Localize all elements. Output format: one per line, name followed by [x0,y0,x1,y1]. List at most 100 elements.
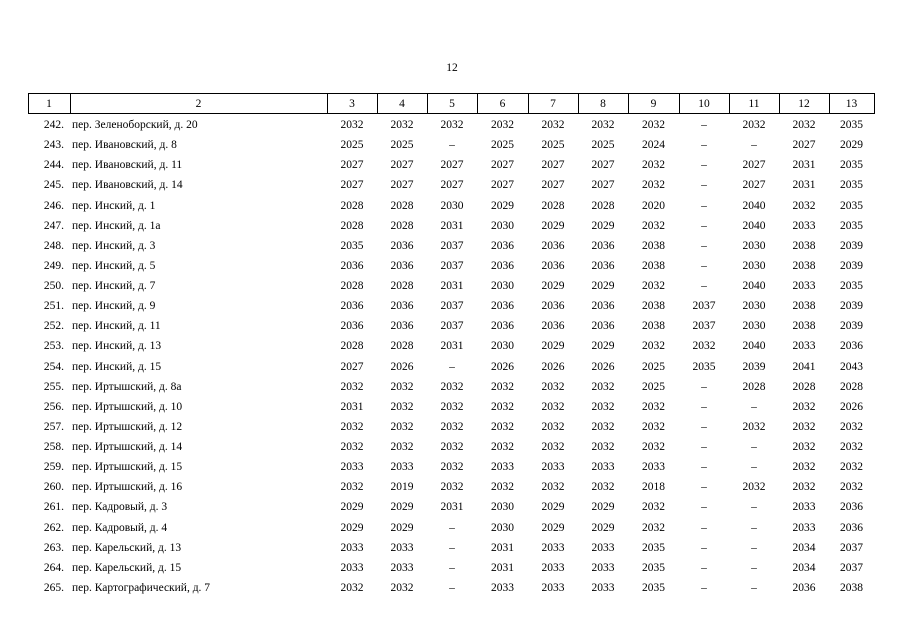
cell: 2029 [340,521,364,534]
cell: 2025 [642,360,665,373]
address: пер. Карельский, д. 13 [72,541,182,554]
cell: 2033 [340,461,364,474]
row-number: 263. [43,541,64,554]
row-number: 265. [43,581,64,594]
cell: 2019 [390,481,414,494]
cell: 2033 [491,461,514,474]
cell: 2025 [390,139,414,152]
address: пер. Инский, д. 3 [72,239,156,252]
header-cell: 11 [748,98,760,110]
cell: 2027 [742,179,766,192]
cell: 2028 [742,380,766,393]
header-border [28,93,29,114]
row-number: 243. [43,139,64,152]
cell: 2030 [491,501,514,514]
cell: 2026 [541,360,565,373]
row-number: 246. [43,199,64,212]
cell: 2032 [390,441,414,454]
cell: 2035 [340,239,364,252]
cell: 2035 [642,561,665,574]
cell: 2038 [642,239,665,252]
cell: 2030 [742,300,766,313]
row-number: 249. [43,259,64,272]
cell: 2028 [792,380,816,393]
cell: 2035 [692,360,716,373]
cell: 2035 [840,280,863,293]
cell: 2026 [390,360,414,373]
cell: 2036 [840,521,863,534]
cell: – [449,561,455,574]
header-cell: 7 [550,98,556,110]
cell: 2033 [792,340,816,353]
cell: 2040 [742,340,766,353]
cell: – [751,581,757,594]
cell: 2027 [541,179,565,192]
cell: 2037 [692,320,716,333]
cell: 2025 [591,139,615,152]
cell: 2029 [840,139,863,152]
address: пер. Инский, д. 7 [72,280,156,293]
cell: 2035 [840,219,863,232]
row-number: 245. [43,179,64,192]
cell: 2032 [390,119,414,131]
cell: 2027 [792,139,816,152]
cell: – [751,139,757,152]
cell: 2027 [390,179,414,192]
header-border [779,93,780,114]
cell: 2032 [692,340,716,353]
cell: 2031 [491,561,514,574]
cell: 2032 [340,481,364,494]
cell: 2032 [591,420,615,433]
address: пер. Иртышский, д. 12 [72,420,183,433]
cell: 2034 [792,541,816,554]
cell: – [701,541,707,554]
cell: 2029 [390,501,414,514]
cell: 2031 [440,340,464,353]
cell: – [701,239,707,252]
cell: 2039 [840,300,863,313]
cell: 2028 [340,280,364,293]
cell: – [701,441,707,454]
row-number: 260. [43,481,64,494]
cell: 2032 [591,441,615,454]
cell: 2039 [840,239,863,252]
cell: 2033 [390,541,414,554]
cell: 2036 [541,300,565,313]
cell: – [701,521,707,534]
cell: – [701,481,707,494]
header-border [327,93,328,114]
cell: 2037 [440,239,464,252]
cell: 2032 [642,501,665,514]
cell: 2028 [541,199,565,212]
address: пер. Иртышский, д. 16 [72,481,183,494]
cell: 2030 [440,199,464,212]
address: пер. Инский, д. 9 [72,300,156,313]
cell: 2032 [491,420,514,433]
cell: 2036 [792,581,816,594]
cell: 2032 [642,219,665,232]
row-number: 247. [43,219,64,232]
cell: 2032 [440,441,464,454]
row-number: 242. [43,119,64,131]
address: пер. Иртышский, д. 10 [72,400,183,413]
cell: 2032 [742,481,766,494]
cell: 2035 [840,179,863,192]
cell: – [449,541,455,554]
cell: 2032 [742,420,766,433]
cell: – [751,561,757,574]
row-number: 256. [43,400,64,413]
cell: 2040 [742,280,766,293]
cell: 2032 [541,119,565,131]
row-number: 261. [43,501,64,514]
cell: 2034 [792,561,816,574]
row-number: 258. [43,441,64,454]
cell: 2033 [591,581,615,594]
cell: 2027 [541,159,565,172]
cell: 2032 [440,420,464,433]
cell: 2025 [491,139,514,152]
header-cell: 8 [600,98,606,110]
header-cell: 2 [195,98,202,110]
header-cell: 1 [46,98,52,110]
cell: 2032 [642,280,665,293]
